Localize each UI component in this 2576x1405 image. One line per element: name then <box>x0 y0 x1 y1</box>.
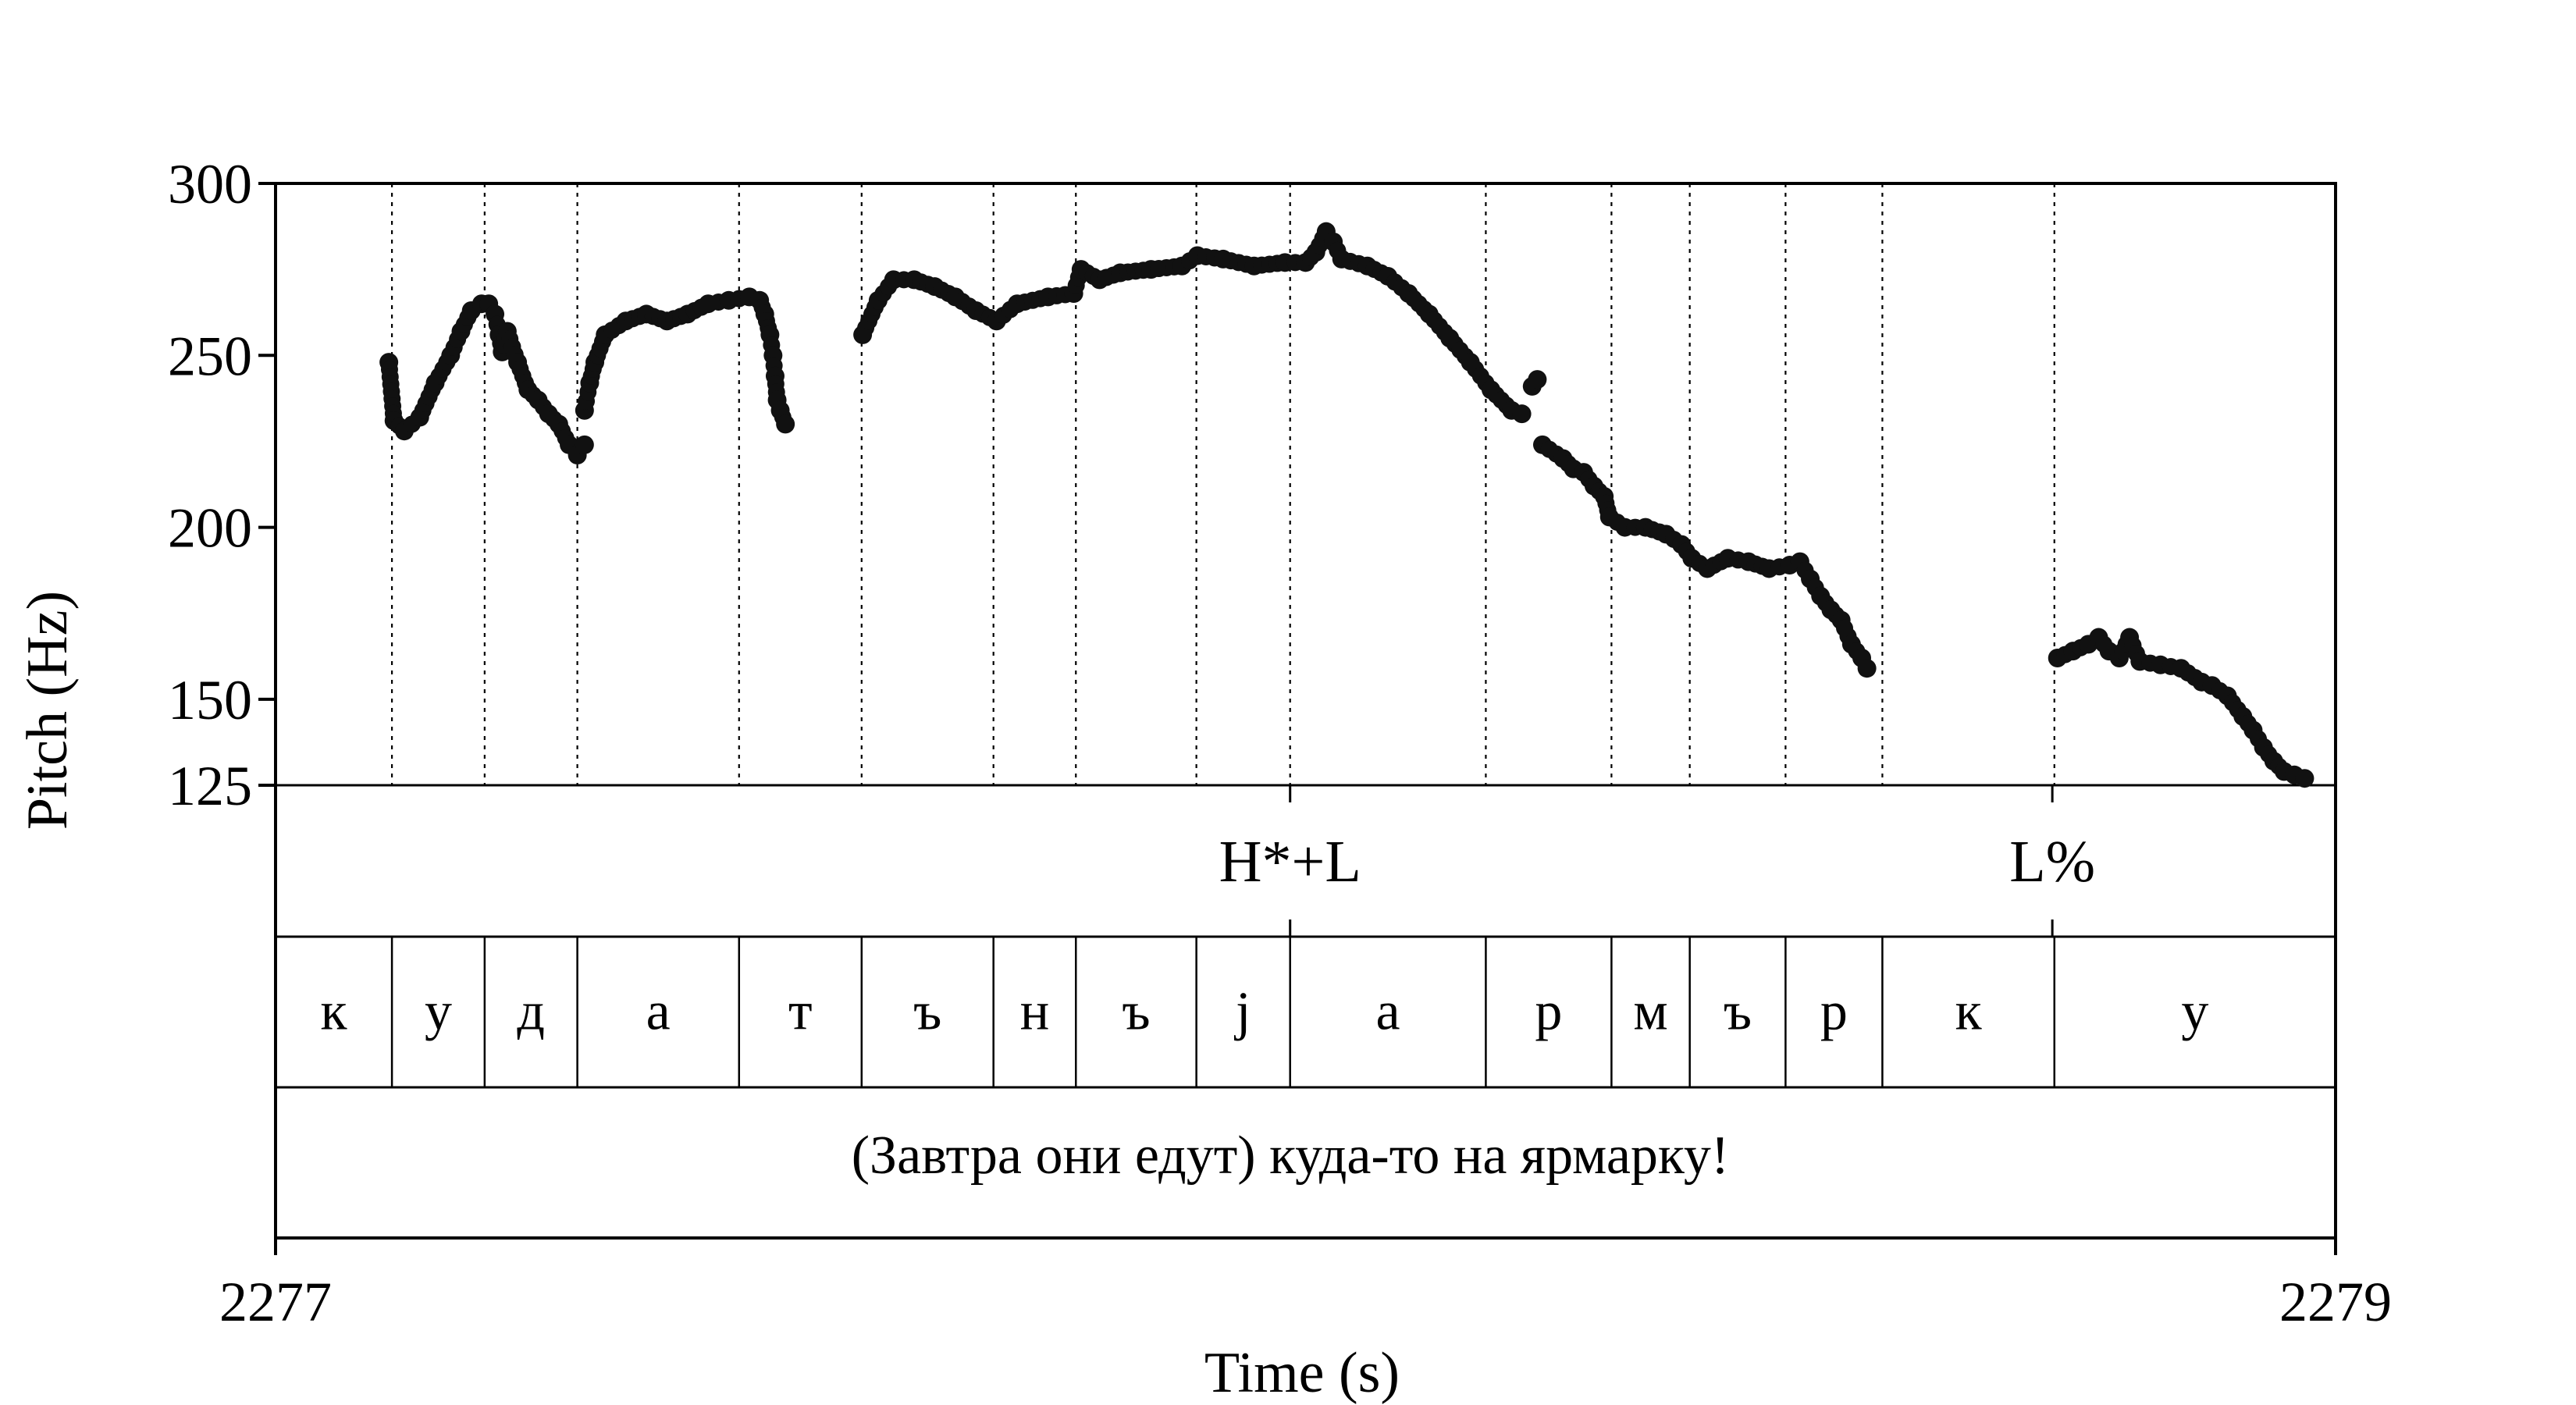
pitch-point <box>2295 769 2314 788</box>
segment-label: р <box>1535 982 1562 1042</box>
sentence-label: (Завтра они едут) куда-то на ярмарку! <box>852 1126 1730 1186</box>
segment-label: н <box>1020 982 1049 1042</box>
chart-frame <box>274 182 2337 1240</box>
segment-label: к <box>321 982 348 1042</box>
pitch-point <box>1528 370 1547 389</box>
segment-label: м <box>1633 982 1667 1042</box>
x-axis-title: Time (s) <box>1204 1341 1400 1405</box>
segment-label: д <box>517 982 545 1042</box>
y-tick-label: 150 <box>168 669 252 731</box>
pitch-point <box>1512 404 1532 424</box>
y-axis-title: Pitch (Hz) <box>16 591 80 830</box>
segment-label: р <box>1820 982 1848 1042</box>
pitch-point <box>776 414 795 434</box>
segment-label: а <box>646 982 671 1042</box>
segment-label: к <box>1955 982 1983 1042</box>
tone-tier: H*+L L% <box>1219 785 2095 937</box>
segment-label: у <box>425 982 452 1042</box>
tone-label: H*+L <box>1219 829 1361 895</box>
segment-label: т <box>788 982 813 1042</box>
y-tick-label: 300 <box>168 153 252 215</box>
segment-label: ъ <box>913 982 941 1042</box>
axes: 300 250 200 150 125 2277 2279 <box>168 153 2392 1333</box>
pitch-point <box>575 435 594 454</box>
y-tick-label: 250 <box>168 325 252 387</box>
y-tick-label: 125 <box>168 755 252 817</box>
segment-label: у <box>2181 982 2208 1042</box>
plot-frame <box>274 182 2337 1240</box>
tone-label: L% <box>2009 829 2095 895</box>
y-tick-label: 200 <box>168 497 252 560</box>
segment-label: ъ <box>1122 982 1150 1042</box>
segment-label: ъ <box>1724 982 1752 1042</box>
segment-label: j <box>1233 982 1251 1042</box>
x-tick-label: 2277 <box>219 1271 332 1333</box>
segment-grid <box>391 183 2055 785</box>
segment-label: а <box>1376 982 1400 1042</box>
pitch-point <box>1857 659 1877 678</box>
pitch-points <box>379 222 2314 788</box>
x-tick-label: 2279 <box>2279 1271 2392 1333</box>
